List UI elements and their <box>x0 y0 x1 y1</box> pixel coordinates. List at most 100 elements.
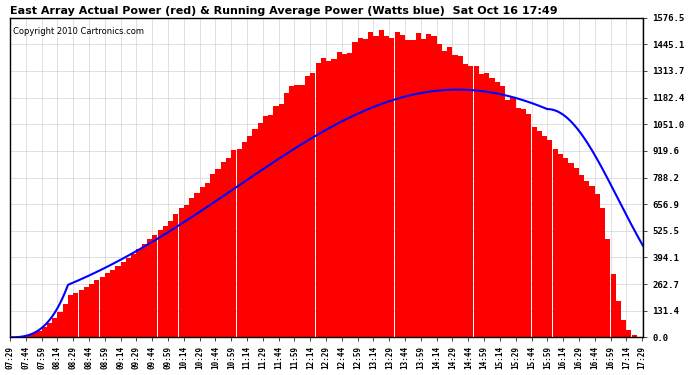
Bar <box>21 336 26 337</box>
Bar <box>484 73 489 337</box>
Bar <box>273 106 279 337</box>
Bar <box>611 274 615 337</box>
Bar <box>131 254 137 337</box>
Bar <box>79 290 83 337</box>
Bar <box>305 76 310 337</box>
Bar <box>41 327 47 337</box>
Bar <box>447 47 453 337</box>
Bar <box>83 287 89 337</box>
Bar <box>347 53 353 337</box>
Bar <box>315 63 321 337</box>
Bar <box>537 131 542 337</box>
Bar <box>26 335 31 337</box>
Bar <box>279 104 284 337</box>
Bar <box>295 85 299 337</box>
Bar <box>310 74 315 337</box>
Bar <box>605 240 611 337</box>
Bar <box>411 40 415 337</box>
Bar <box>363 39 368 337</box>
Bar <box>457 56 463 337</box>
Bar <box>395 32 400 337</box>
Bar <box>231 150 237 337</box>
Bar <box>241 142 247 337</box>
Bar <box>326 62 331 337</box>
Bar <box>479 74 484 337</box>
Bar <box>337 52 342 337</box>
Bar <box>210 174 215 337</box>
Bar <box>469 66 473 337</box>
Bar <box>553 149 558 337</box>
Bar <box>289 86 295 337</box>
Bar <box>521 109 526 337</box>
Bar <box>115 266 121 337</box>
Bar <box>147 239 152 337</box>
Bar <box>52 318 57 337</box>
Bar <box>405 40 411 337</box>
Bar <box>495 82 500 337</box>
Bar <box>573 168 579 337</box>
Bar <box>463 63 469 337</box>
Bar <box>368 32 373 337</box>
Bar <box>179 208 184 337</box>
Bar <box>353 42 357 337</box>
Bar <box>500 86 505 337</box>
Bar <box>152 235 157 337</box>
Bar <box>531 127 537 337</box>
Bar <box>268 115 273 337</box>
Bar <box>253 129 257 337</box>
Bar <box>331 59 337 337</box>
Bar <box>37 330 41 337</box>
Bar <box>589 186 595 337</box>
Bar <box>473 66 479 337</box>
Bar <box>563 158 569 337</box>
Bar <box>284 93 289 337</box>
Bar <box>569 163 573 337</box>
Bar <box>379 30 384 337</box>
Bar <box>384 36 389 337</box>
Bar <box>110 270 115 337</box>
Bar <box>421 39 426 337</box>
Bar <box>342 54 347 337</box>
Bar <box>415 33 421 337</box>
Bar <box>31 333 37 337</box>
Bar <box>631 335 637 337</box>
Bar <box>615 301 621 337</box>
Bar <box>137 249 141 337</box>
Bar <box>215 169 221 337</box>
Bar <box>442 51 447 337</box>
Bar <box>515 108 521 337</box>
Bar <box>637 336 642 337</box>
Bar <box>489 78 495 337</box>
Bar <box>47 323 52 337</box>
Bar <box>221 162 226 337</box>
Bar <box>389 38 395 337</box>
Bar <box>73 293 79 337</box>
Bar <box>621 320 627 337</box>
Bar <box>505 100 511 337</box>
Bar <box>627 330 631 337</box>
Bar <box>595 194 600 337</box>
Bar <box>547 140 553 337</box>
Bar <box>195 193 199 337</box>
Bar <box>511 97 515 337</box>
Bar <box>173 214 179 337</box>
Bar <box>453 55 457 337</box>
Bar <box>121 262 126 337</box>
Bar <box>63 304 68 337</box>
Bar <box>89 284 95 337</box>
Bar <box>95 280 99 337</box>
Bar <box>373 36 379 337</box>
Bar <box>105 273 110 337</box>
Bar <box>57 312 63 337</box>
Bar <box>584 181 589 337</box>
Bar <box>168 221 173 337</box>
Bar <box>126 258 131 337</box>
Bar <box>579 175 584 337</box>
Bar <box>400 35 405 337</box>
Bar <box>542 136 547 337</box>
Bar <box>157 230 163 337</box>
Bar <box>189 198 195 337</box>
Bar <box>199 187 205 337</box>
Bar <box>437 44 442 337</box>
Bar <box>558 154 563 337</box>
